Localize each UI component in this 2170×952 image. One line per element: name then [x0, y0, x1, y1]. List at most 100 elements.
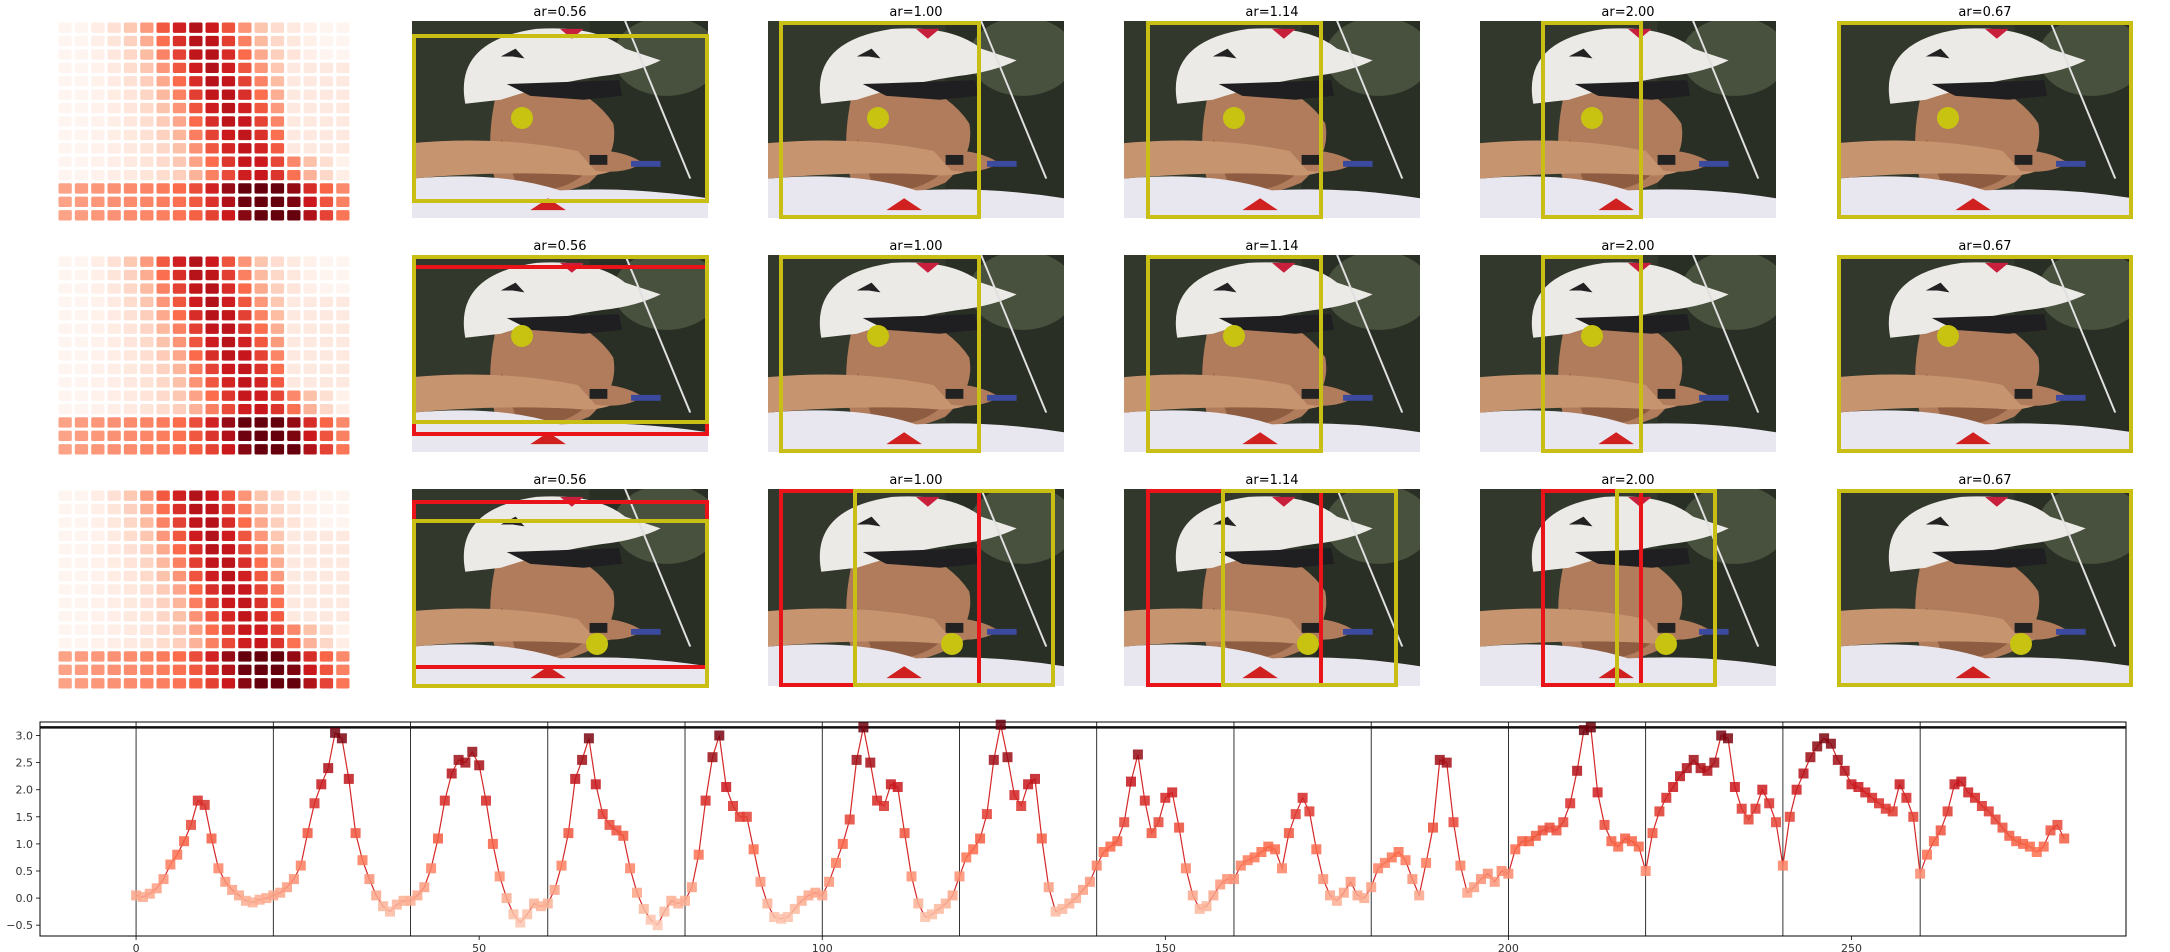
data-point [268, 890, 279, 901]
data-point [227, 884, 238, 895]
panel-title: ar=2.00 [1601, 239, 1654, 254]
yellow-dot [2010, 633, 2032, 655]
data-point [1153, 817, 1164, 828]
data-point [1949, 779, 1960, 790]
data-point [1503, 868, 1514, 879]
data-point [1462, 887, 1473, 898]
data-point [1112, 836, 1123, 847]
heatmap-row-3 [58, 490, 350, 689]
data-point [1379, 857, 1390, 868]
data-point [1119, 817, 1130, 828]
data-point [1407, 874, 1418, 885]
panel-title: ar=0.56 [533, 239, 586, 254]
data-point [1956, 776, 1967, 787]
data-point [810, 887, 821, 898]
data-point [1530, 830, 1541, 841]
panel-title: ar=1.00 [889, 473, 942, 488]
data-point [1023, 779, 1034, 790]
data-point [1160, 792, 1171, 803]
data-point [261, 893, 272, 904]
data-point [529, 898, 540, 909]
x-tick-label: 50 [472, 942, 486, 952]
yellow-box [412, 255, 709, 424]
data-point [1476, 874, 1486, 885]
data-point [549, 884, 560, 895]
data-point [542, 898, 553, 909]
data-point [336, 733, 347, 744]
data-point [1922, 849, 1932, 860]
data-point [1846, 779, 1857, 790]
data-point [1098, 847, 1109, 857]
data-point [1524, 836, 1534, 847]
data-point [563, 828, 574, 839]
data-point [1126, 776, 1136, 787]
data-point [1318, 874, 1329, 885]
data-point [1805, 752, 1816, 763]
data-point [1798, 768, 1809, 779]
data-point [872, 795, 883, 806]
data-point [1235, 860, 1246, 871]
panel-r1-c5: ar=0.67 [1837, 5, 2133, 219]
panel-title: ar=0.67 [1958, 473, 2011, 488]
data-point [1688, 754, 1699, 765]
yellow-box [1837, 489, 2133, 687]
yellow-box [412, 519, 709, 688]
data-point [2018, 838, 2029, 849]
data-point [597, 809, 608, 820]
data-point [391, 899, 402, 910]
data-point [707, 752, 718, 763]
data-point [309, 798, 320, 809]
data-point [1517, 836, 1528, 847]
panel-r1-c1: ar=0.56 [412, 5, 709, 218]
data-point [638, 903, 649, 914]
yellow-box [1146, 255, 1323, 453]
data-point [247, 897, 258, 908]
data-point [570, 773, 581, 784]
data-point [1078, 884, 1088, 895]
panel-title: ar=0.56 [533, 473, 586, 488]
data-point [1887, 806, 1898, 817]
yellow-dot [867, 325, 889, 347]
data-point [2004, 830, 2015, 841]
data-point [1572, 765, 1583, 776]
data-point [385, 906, 395, 917]
data-point [1723, 733, 1733, 744]
data-point [1558, 817, 1569, 828]
data-point [1386, 852, 1397, 863]
yellow-box [779, 255, 981, 453]
data-point [817, 890, 828, 901]
data-point [2011, 836, 2022, 847]
data-point [1860, 787, 1871, 798]
data-point [1716, 730, 1727, 741]
yellow-dot [1937, 107, 1959, 129]
yellow-dot [941, 633, 963, 655]
y-tick-label: 2.0 [16, 784, 34, 797]
data-point [1174, 822, 1185, 833]
data-point [199, 799, 210, 810]
data-point [1839, 765, 1850, 776]
panel-r1-c3: ar=1.14 [1124, 5, 1420, 219]
yellow-box [1837, 255, 2133, 453]
data-point [776, 913, 787, 924]
data-point [131, 890, 142, 901]
data-point [1393, 847, 1404, 857]
data-point [1757, 784, 1768, 795]
data-point [1187, 890, 1198, 901]
data-point [1997, 822, 2008, 833]
data-point [1345, 876, 1356, 887]
data-point [1942, 806, 1953, 817]
data-point [1908, 811, 1919, 822]
data-point [405, 895, 416, 906]
data-point [1874, 798, 1884, 809]
y-tick-label: 3.0 [16, 730, 34, 743]
data-point [2038, 841, 2049, 852]
data-point [865, 757, 876, 768]
data-point [920, 912, 931, 922]
data-point [824, 876, 835, 887]
data-point [1867, 792, 1878, 803]
data-point [508, 909, 519, 920]
data-point [734, 811, 745, 822]
data-point [577, 754, 588, 765]
data-point [1325, 890, 1335, 901]
data-point [604, 819, 615, 830]
